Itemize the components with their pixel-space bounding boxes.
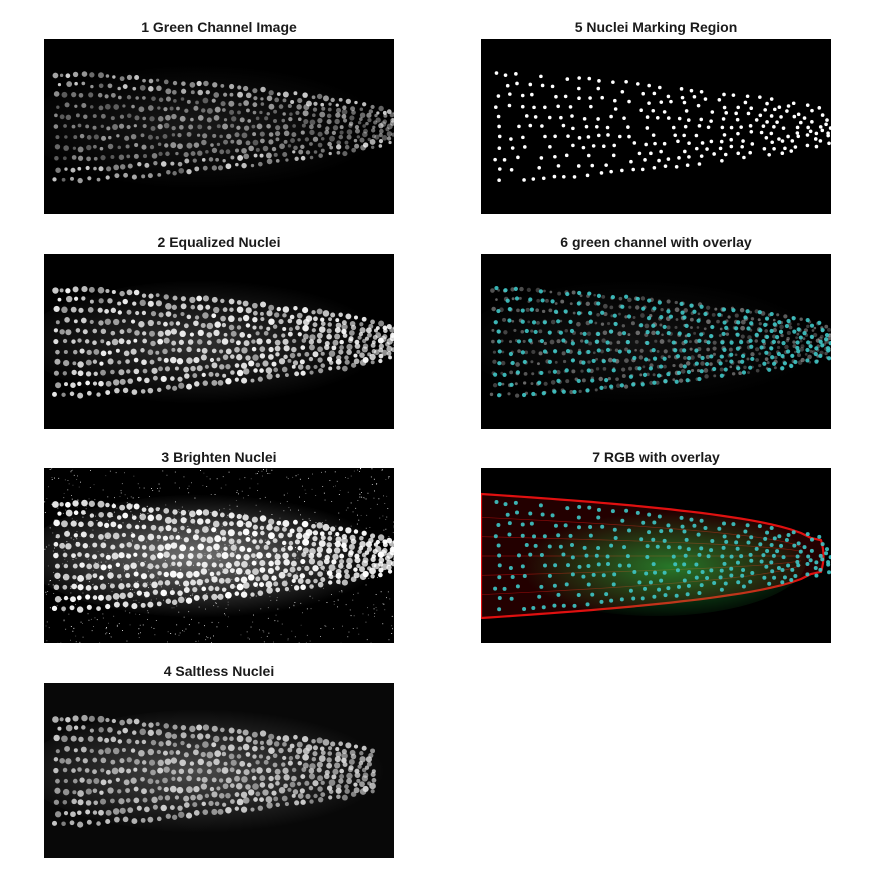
saltless-nuclei-image	[44, 683, 394, 858]
green-overlay-image	[481, 280, 831, 404]
image-panel-rgb-overlay	[481, 468, 831, 643]
image-panel-brighten	[44, 468, 394, 643]
panel-title-6: 6 green channel with overlay	[560, 234, 752, 250]
panel-title-3: 3 Brighten Nuclei	[161, 449, 277, 465]
panel-title-2: 2 Equalized Nuclei	[157, 234, 281, 250]
green-channel-image	[44, 65, 394, 189]
equalized-nuclei-image	[44, 280, 394, 404]
panel-title-5: 5 Nuclei Marking Region	[574, 19, 738, 35]
panel-title-7: 7 RGB with overlay	[592, 449, 720, 465]
image-panel-green-channel	[44, 39, 394, 214]
image-panel-marking-region	[481, 39, 831, 214]
image-panel-green-overlay	[481, 254, 831, 429]
rgb-overlay-image	[481, 492, 831, 620]
brighten-nuclei-image	[44, 468, 394, 643]
nuclei-mask-image	[493, 71, 831, 183]
panel-title-4: 4 Saltless Nuclei	[163, 663, 275, 679]
panel-title-1: 1 Green Channel Image	[141, 19, 297, 35]
image-panel-equalized	[44, 254, 394, 429]
image-panel-saltless	[44, 683, 394, 858]
